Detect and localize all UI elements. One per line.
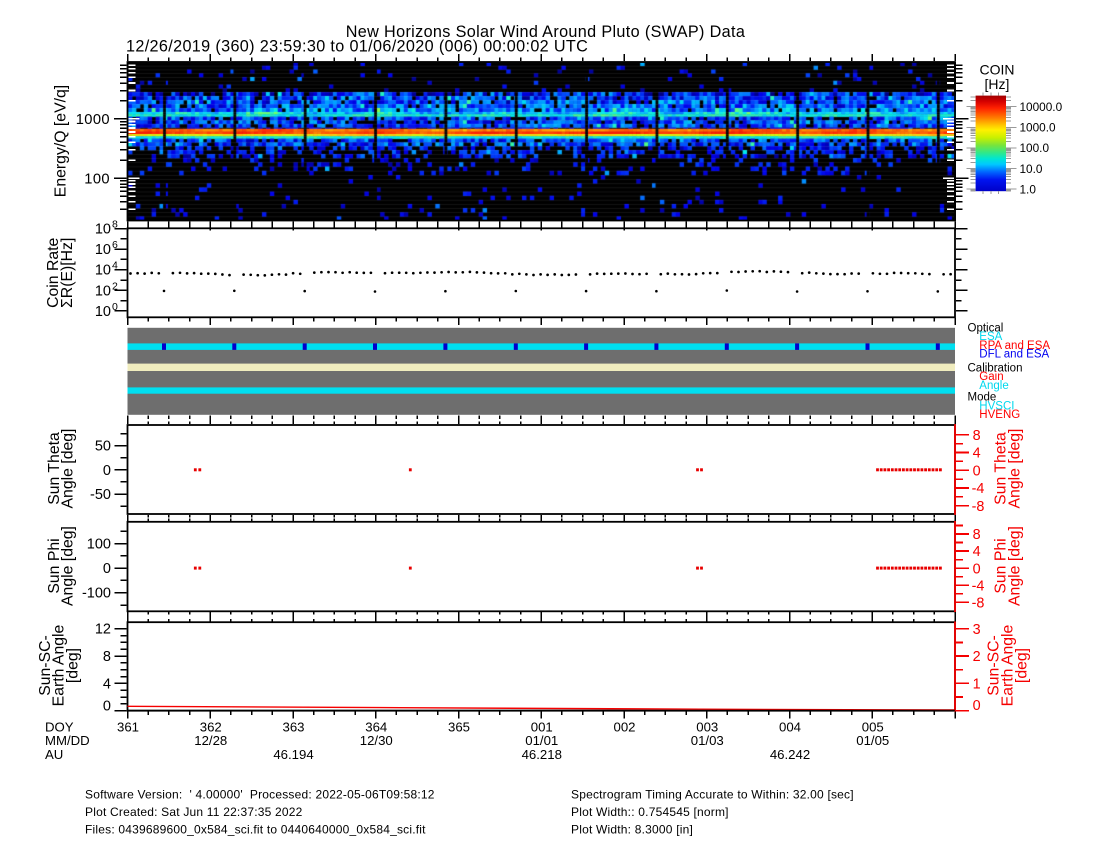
- svg-text:Gain: Gain: [979, 371, 1003, 383]
- svg-text:004: 004: [779, 720, 801, 735]
- svg-text:1000: 1000: [76, 112, 110, 128]
- svg-text:Spectrogram Timing Accurate to: Spectrogram Timing Accurate to Within: 3…: [571, 788, 854, 802]
- svg-text:4: 4: [973, 544, 981, 560]
- svg-text:0: 0: [973, 561, 981, 577]
- svg-text:12: 12: [95, 622, 111, 638]
- svg-text:[deg]: [deg]: [1014, 648, 1031, 683]
- svg-text:362: 362: [200, 720, 222, 735]
- svg-text:0: 0: [112, 301, 118, 313]
- svg-text:HVSCI: HVSCI: [979, 400, 1014, 412]
- svg-text:Optical: Optical: [968, 323, 1004, 335]
- svg-text:Sun-SC-: Sun-SC-: [37, 635, 54, 696]
- svg-text:0: 0: [973, 698, 981, 714]
- svg-text:Sun Phi: Sun Phi: [992, 538, 1009, 593]
- svg-text:ΣR(E)[Hz]: ΣR(E)[Hz]: [59, 238, 76, 308]
- svg-text:ESA: ESA: [979, 331, 1002, 343]
- svg-text:Calibration: Calibration: [968, 362, 1023, 374]
- svg-text:Software Version: ' 4.00000': Software Version: ' 4.00000' Processed: …: [85, 788, 435, 802]
- svg-text:Sun Phi: Sun Phi: [46, 538, 63, 593]
- svg-text:001: 001: [531, 720, 553, 735]
- svg-text:Angle [deg]: Angle [deg]: [1007, 526, 1024, 606]
- svg-text:4: 4: [103, 676, 111, 692]
- svg-text:46.242: 46.242: [770, 747, 810, 762]
- svg-text:Files: 0439689600_0x584_sci.fi: Files: 0439689600_0x584_sci.fit to 04406…: [85, 823, 426, 837]
- svg-text:01/05: 01/05: [856, 733, 889, 748]
- svg-text:0: 0: [103, 463, 111, 479]
- svg-text:10000.0: 10000.0: [1020, 100, 1063, 114]
- svg-text:Sun Theta: Sun Theta: [46, 432, 63, 505]
- svg-text:0: 0: [973, 463, 981, 479]
- svg-text:8: 8: [103, 649, 111, 665]
- svg-text:8: 8: [112, 219, 118, 231]
- svg-text:100: 100: [84, 171, 110, 187]
- svg-text:10: 10: [95, 304, 111, 320]
- svg-text:1.0: 1.0: [1020, 182, 1037, 196]
- svg-text:2: 2: [112, 280, 118, 292]
- svg-text:Sun Theta: Sun Theta: [992, 432, 1009, 505]
- svg-text:12/30: 12/30: [360, 733, 393, 748]
- svg-text:-4: -4: [972, 578, 985, 594]
- svg-text:364: 364: [365, 720, 387, 735]
- svg-text:2: 2: [973, 649, 981, 665]
- svg-text:4: 4: [112, 260, 118, 272]
- svg-text:10: 10: [95, 283, 111, 299]
- svg-text:005: 005: [862, 720, 884, 735]
- svg-text:003: 003: [696, 720, 718, 735]
- svg-text:Angle [deg]: Angle [deg]: [60, 429, 77, 509]
- svg-text:002: 002: [613, 720, 635, 735]
- svg-text:3: 3: [973, 622, 981, 638]
- svg-text:[deg]: [deg]: [65, 648, 82, 683]
- svg-text:-4: -4: [972, 481, 985, 497]
- svg-text:46.194: 46.194: [273, 747, 313, 762]
- svg-text:100: 100: [87, 537, 111, 553]
- svg-text:Mode: Mode: [968, 392, 997, 404]
- svg-text:6: 6: [112, 239, 118, 251]
- svg-text:8: 8: [973, 428, 981, 444]
- svg-text:-8: -8: [972, 596, 985, 612]
- svg-text:01/01: 01/01: [525, 733, 558, 748]
- svg-text:Plot Created: Sat Jun 11 22:37: Plot Created: Sat Jun 11 22:37:35 2022: [85, 805, 303, 819]
- svg-text:HVENG: HVENG: [979, 409, 1020, 421]
- svg-text:-100: -100: [82, 586, 111, 602]
- svg-text:01/03: 01/03: [691, 733, 724, 748]
- svg-text:10.0: 10.0: [1020, 162, 1043, 176]
- svg-text:0: 0: [103, 698, 111, 714]
- svg-text:-50: -50: [90, 487, 111, 503]
- svg-text:-8: -8: [972, 499, 985, 515]
- svg-text:Earth Angle: Earth Angle: [51, 624, 68, 706]
- svg-text:New Horizons Solar Wind Around: New Horizons Solar Wind Around Pluto (SW…: [346, 23, 745, 41]
- svg-text:Energy/Q [eV/q]: Energy/Q [eV/q]: [53, 85, 70, 197]
- svg-text:46.218: 46.218: [522, 747, 562, 762]
- svg-text:12/26/2019 (360) 23:59:30 to 0: 12/26/2019 (360) 23:59:30 to 01/06/2020 …: [126, 38, 588, 56]
- svg-text:4: 4: [973, 446, 981, 462]
- svg-text:Angle [deg]: Angle [deg]: [60, 526, 77, 606]
- svg-text:363: 363: [282, 720, 304, 735]
- svg-text:Plot Width: 8.3000 [in]: Plot Width: 8.3000 [in]: [571, 823, 693, 837]
- svg-text:Plot Width:: 0.754545 [norm]: Plot Width:: 0.754545 [norm]: [571, 805, 729, 819]
- svg-text:10: 10: [95, 242, 111, 258]
- svg-text:Coin Rate: Coin Rate: [45, 237, 62, 307]
- svg-text:Earth Angle: Earth Angle: [1000, 624, 1017, 706]
- svg-text:361: 361: [117, 720, 139, 735]
- svg-text:10: 10: [95, 222, 111, 238]
- svg-text:1: 1: [973, 677, 981, 693]
- svg-text:50: 50: [95, 439, 111, 455]
- svg-text:365: 365: [448, 720, 470, 735]
- svg-text:AU: AU: [45, 747, 63, 762]
- svg-text:Angle: Angle: [979, 380, 1008, 392]
- svg-text:1000.0: 1000.0: [1020, 121, 1057, 135]
- svg-text:Angle [deg]: Angle [deg]: [1007, 429, 1024, 509]
- svg-text:MM/DD: MM/DD: [45, 733, 90, 748]
- svg-text:12/28: 12/28: [194, 733, 227, 748]
- svg-text:[Hz]: [Hz]: [985, 76, 1010, 92]
- svg-text:10: 10: [95, 263, 111, 279]
- svg-text:DOY: DOY: [45, 720, 74, 735]
- svg-text:COIN: COIN: [980, 62, 1015, 78]
- svg-text:100.0: 100.0: [1020, 141, 1050, 155]
- svg-text:8: 8: [973, 527, 981, 543]
- svg-text:RPA and ESA: RPA and ESA: [979, 340, 1050, 352]
- svg-text:DFL and ESA: DFL and ESA: [979, 349, 1049, 361]
- svg-text:0: 0: [103, 561, 111, 577]
- svg-text:Sun-SC-: Sun-SC-: [985, 635, 1002, 696]
